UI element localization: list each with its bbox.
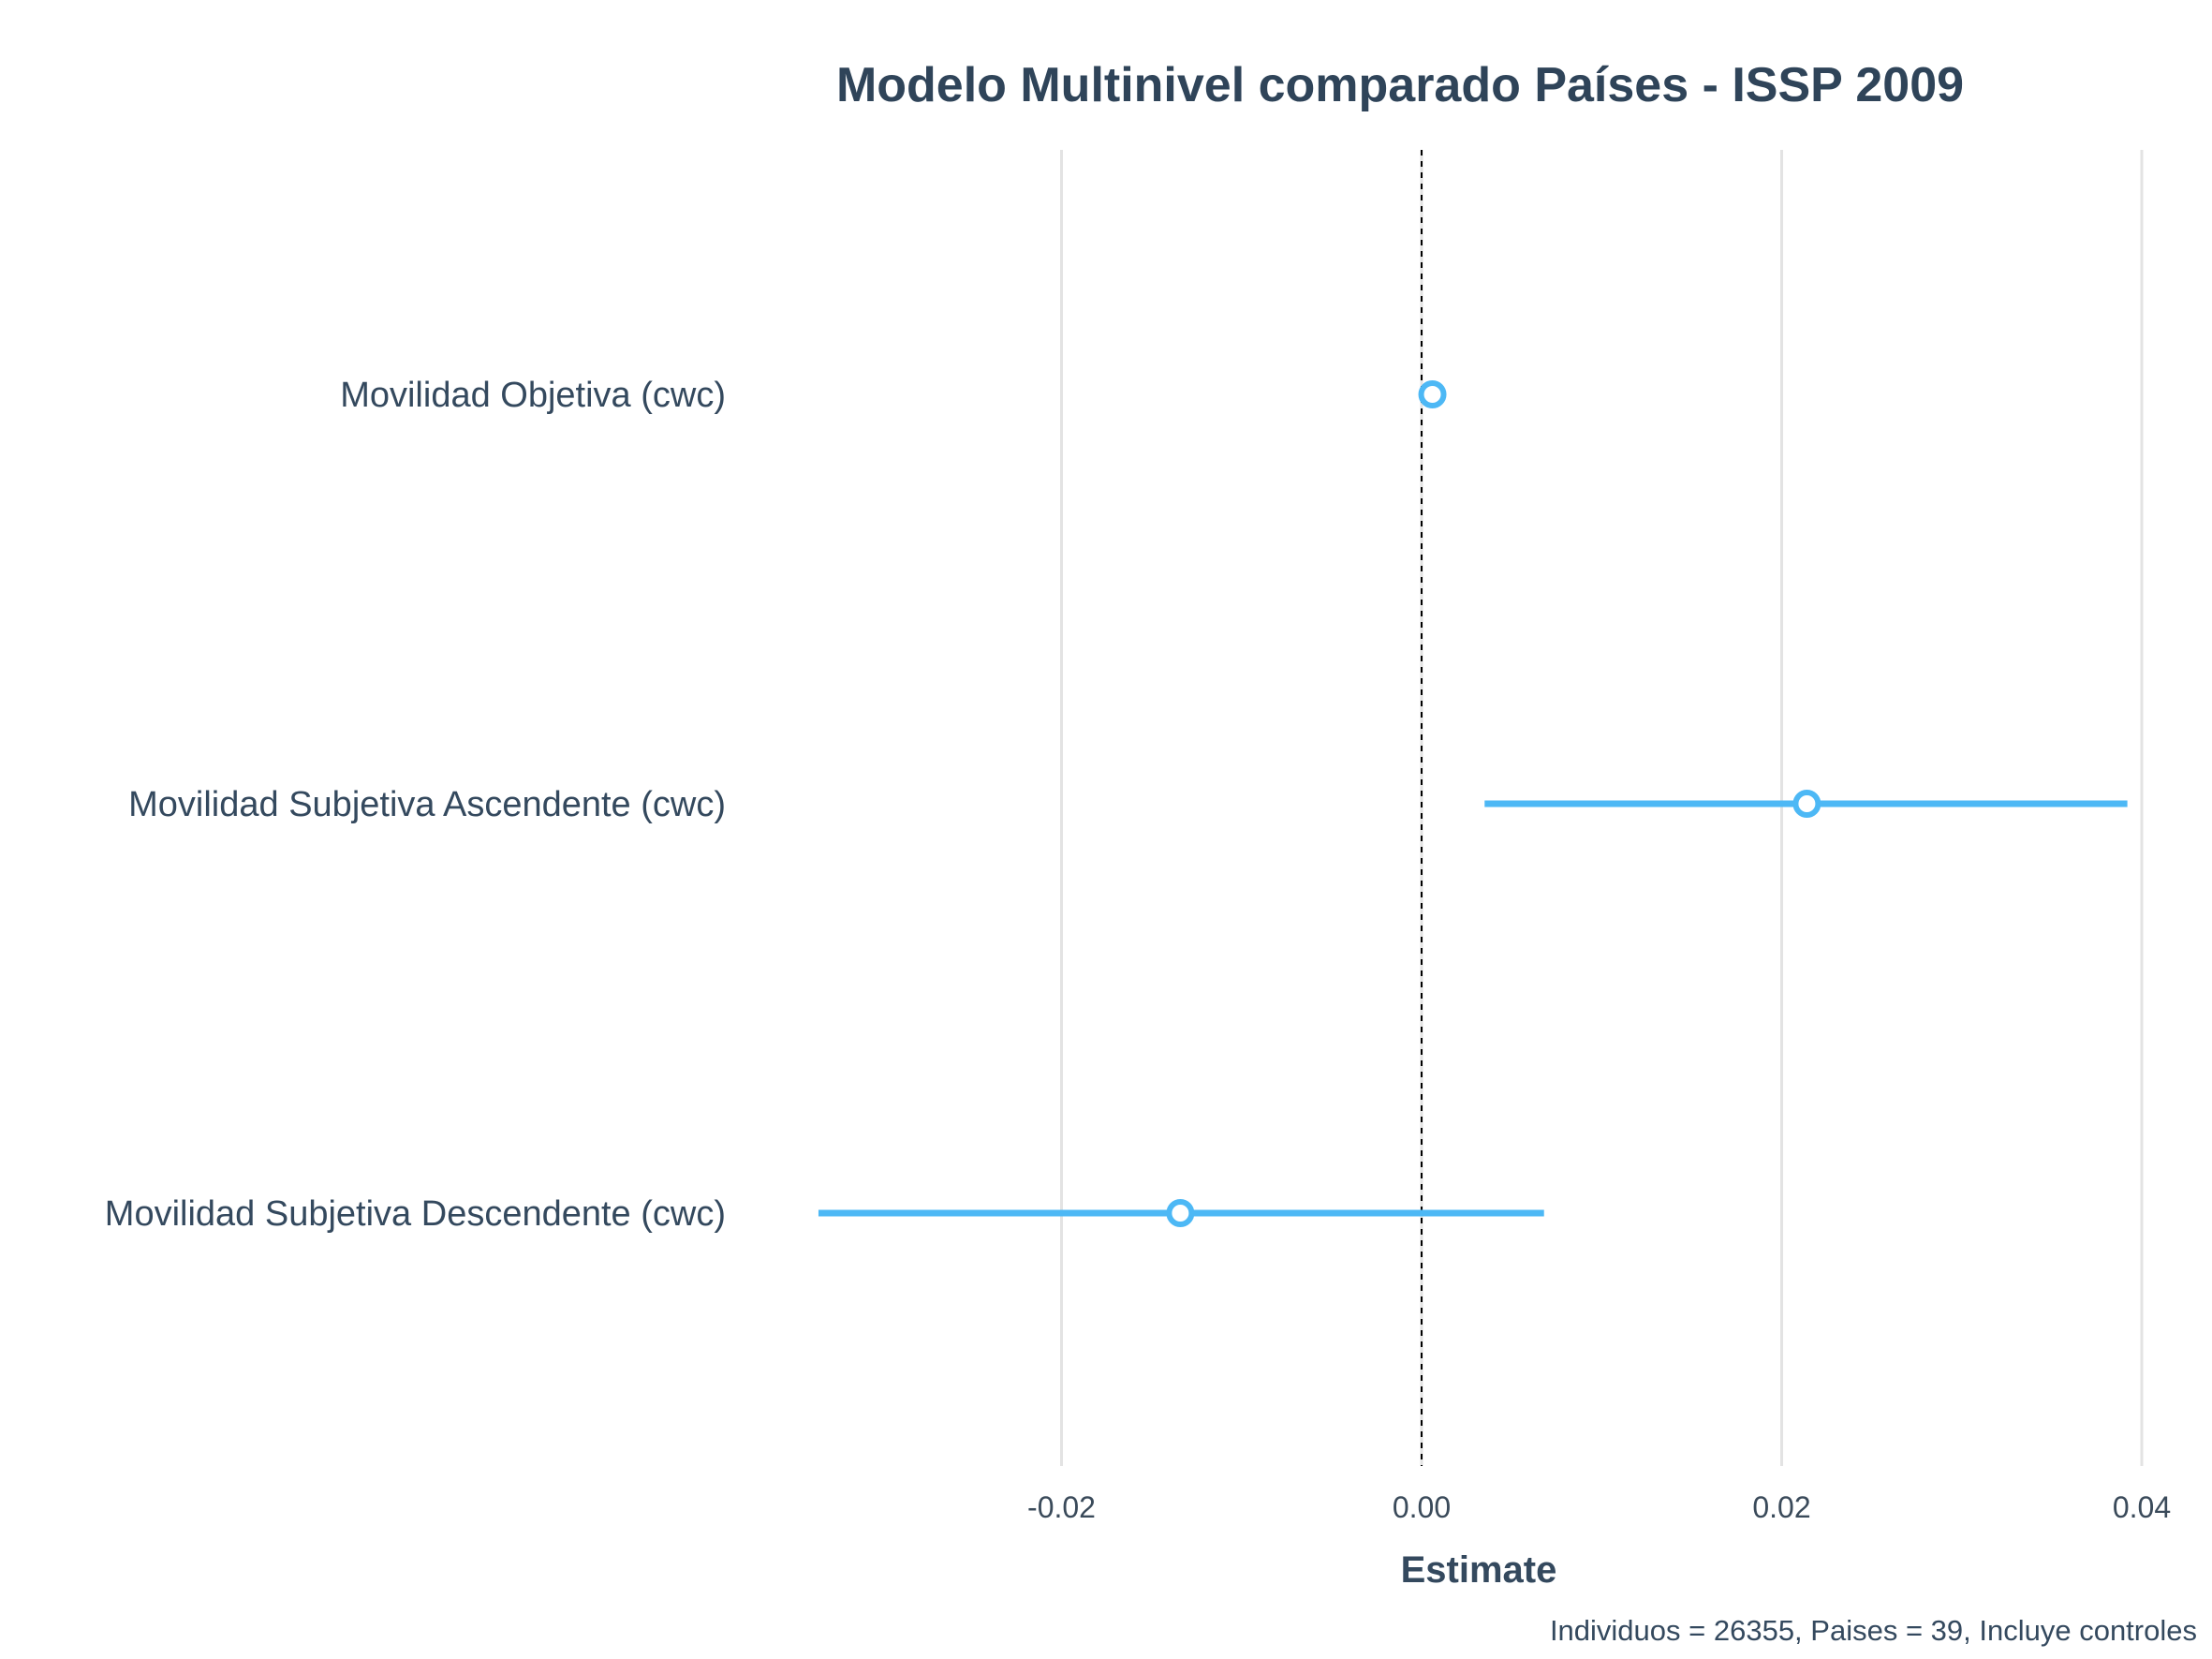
coefficient-marks (818, 380, 2128, 1227)
x-axis-title: Estimate (1401, 1549, 1557, 1591)
x-tick-label: 0.02 (1752, 1490, 1810, 1524)
chart-title: Modelo Multinivel comparado Países - ISS… (836, 58, 1964, 112)
estimate-point (1792, 790, 1821, 818)
chart-caption: Individuos = 26355, Paises = 39, Incluye… (1550, 1614, 2197, 1647)
estimate-point (1166, 1199, 1195, 1227)
x-tick-label: 0.04 (2113, 1490, 2171, 1524)
y-term-label: Movilidad Subjetiva Descendente (cwc) (105, 1194, 726, 1234)
x-axis-tick-labels: -0.02 0.00 0.02 0.04 (1027, 1490, 2171, 1524)
coefficient-row (1418, 380, 1447, 408)
grid-lines (1060, 150, 2144, 1466)
coefficient-row (1484, 790, 2128, 818)
x-tick-label: 0.00 (1393, 1490, 1451, 1524)
x-tick-label: -0.02 (1027, 1490, 1096, 1524)
y-term-label: Movilidad Objetiva (cwc) (340, 376, 726, 415)
y-term-label: Movilidad Subjetiva Ascendente (cwc) (128, 785, 726, 824)
estimate-point (1418, 380, 1447, 408)
y-axis-labels: Movilidad Objetiva (cwc) Movilidad Subjet… (105, 376, 726, 1234)
coefficient-row (818, 1199, 1544, 1227)
